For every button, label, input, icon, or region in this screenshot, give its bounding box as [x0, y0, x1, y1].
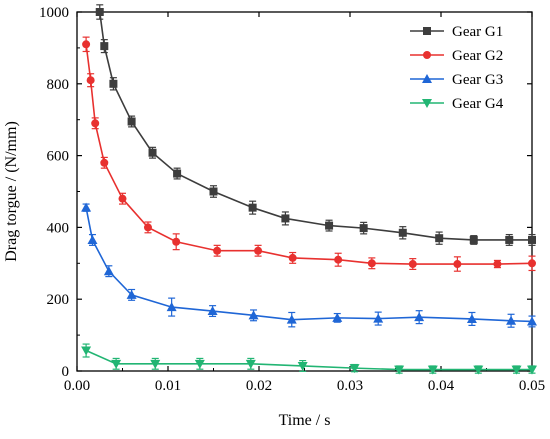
data-point [148, 148, 157, 157]
data-point [100, 158, 109, 167]
data-point [207, 306, 218, 316]
data-point [126, 289, 137, 299]
data-point [527, 316, 537, 326]
data-point [95, 8, 104, 16]
legend-marker [423, 51, 431, 59]
data-point [414, 312, 425, 322]
data-point [427, 365, 438, 375]
data-point [81, 346, 92, 356]
series-2 [82, 36, 536, 272]
legend-label: Gear G3 [452, 72, 503, 88]
y-tick-label: 0 [62, 364, 70, 380]
series-4 [81, 343, 537, 375]
data-point [173, 169, 182, 178]
series-line [85, 44, 533, 265]
data-point [81, 202, 92, 212]
data-point [288, 253, 297, 262]
data-point [367, 259, 376, 268]
data-point [209, 187, 218, 196]
data-point [111, 359, 122, 369]
data-point [394, 365, 405, 375]
data-point [286, 314, 297, 324]
x-tick-label: 0.03 [337, 378, 363, 394]
legend-item: Gear G1 [410, 24, 503, 40]
data-point [528, 259, 536, 268]
data-point [248, 203, 257, 212]
plot-border [76, 11, 533, 372]
data-point [143, 223, 152, 232]
x-tick-label: 0.02 [246, 378, 272, 394]
data-point [349, 364, 360, 374]
series-line [85, 349, 532, 371]
data-point [511, 365, 522, 375]
legend-marker [422, 99, 432, 108]
legend-label: Gear G4 [452, 96, 504, 112]
data-point [82, 40, 91, 49]
x-tick-label: 0.04 [428, 378, 455, 394]
legend: Gear G1 Gear G2 Gear G3 Gear G4 [410, 24, 504, 112]
data-point [100, 42, 109, 51]
data-point [359, 224, 368, 233]
data-point [435, 234, 444, 243]
legend-label: Gear G1 [452, 24, 503, 40]
data-point [408, 260, 417, 269]
data-point [473, 365, 484, 375]
data-point [91, 119, 100, 128]
data-point [469, 235, 478, 244]
series-1 [95, 4, 536, 246]
data-point [109, 79, 118, 88]
y-tick-label: 600 [47, 149, 70, 165]
data-point [245, 359, 256, 369]
x-tick-label: 0.05 [519, 378, 545, 394]
data-point [453, 260, 462, 269]
legend-marker [422, 74, 432, 83]
data-point [103, 266, 114, 276]
y-tick-label: 800 [47, 77, 70, 93]
series-3 [81, 202, 537, 328]
series-layer [81, 4, 537, 375]
series-line [98, 11, 532, 241]
data-point [281, 214, 290, 223]
x-tick-label: 0.00 [64, 378, 90, 394]
data-point [118, 194, 127, 203]
data-point [248, 310, 259, 320]
data-point [150, 359, 161, 369]
y-tick-label: 400 [47, 220, 70, 236]
plot-frame [76, 11, 533, 372]
data-point [332, 312, 343, 322]
data-point [493, 260, 502, 269]
data-point [166, 302, 177, 312]
data-point [213, 246, 222, 255]
legend-marker [423, 27, 431, 35]
legend-item: Gear G2 [410, 48, 503, 64]
y-axis-title: Drag torgue / (N/mm) [3, 121, 20, 262]
data-point [297, 361, 308, 371]
data-point [334, 255, 343, 264]
legend-item: Gear G4 [410, 96, 504, 112]
x-tick-label: 0.01 [155, 378, 181, 394]
y-tick-label: 200 [47, 292, 70, 308]
data-point [87, 234, 98, 244]
data-point [127, 117, 136, 126]
data-point [528, 235, 536, 244]
axis-ticks: 0.00 0.01 0.02 0.03 0.04 0.05 0 200 400 600 800 100… [39, 5, 545, 394]
x-axis-title: Time / s [279, 412, 331, 429]
data-point [172, 237, 181, 246]
y-tick-label: 1000 [39, 5, 69, 21]
data-point [194, 359, 205, 369]
legend-label: Gear G2 [452, 48, 503, 64]
data-point [254, 246, 263, 255]
data-point [506, 315, 517, 325]
data-point [86, 76, 95, 85]
data-point [325, 221, 334, 230]
data-point [466, 313, 477, 323]
data-point [398, 228, 407, 237]
data-point [373, 313, 384, 323]
legend-item: Gear G3 [410, 72, 503, 88]
data-point [527, 365, 537, 375]
data-point [505, 235, 514, 244]
